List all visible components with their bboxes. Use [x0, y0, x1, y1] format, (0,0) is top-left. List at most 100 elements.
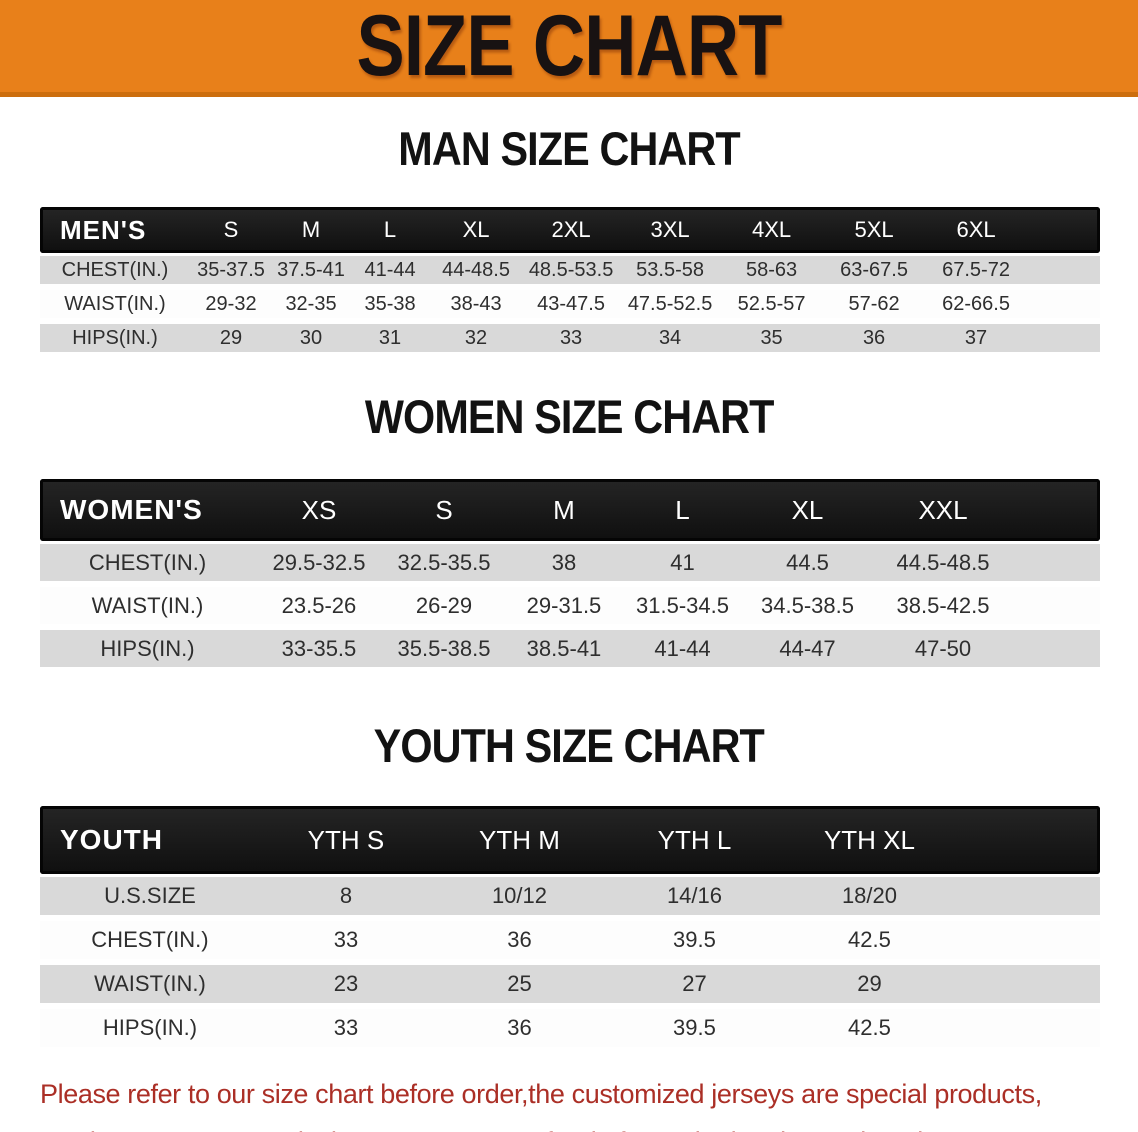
measurement-value: 33-35.5 — [254, 627, 383, 670]
size-column-header: XL — [430, 207, 523, 253]
table-corner-label: WOMEN'S — [40, 479, 255, 541]
mens-size-table: MEN'S S M L XL 2XL 3XL 4XL 5XL 6XL CHEST(IN.) 35-37… — [40, 207, 1100, 355]
row-spacer-cell — [956, 918, 1100, 962]
measurement-value: 25 — [431, 962, 607, 1006]
row-spacer-cell — [1013, 627, 1100, 670]
table-header-row: YOUTH YTH S YTH M YTH L YTH XL — [40, 806, 1100, 874]
measurement-value: 29 — [781, 962, 957, 1006]
measurement-value: 63-67.5 — [823, 253, 926, 287]
measurement-value: 41-44 — [350, 253, 431, 287]
measurement-value: 34.5-38.5 — [742, 584, 874, 627]
measurement-value: 23.5-26 — [254, 584, 383, 627]
measurement-value: 38.5-41 — [505, 627, 623, 670]
measurement-value: 35.5-38.5 — [383, 627, 505, 670]
row-spacer-cell — [956, 962, 1100, 1006]
measurement-value: 27 — [606, 962, 782, 1006]
measurement-value: 23 — [259, 962, 432, 1006]
measurement-value: 29.5-32.5 — [254, 541, 383, 584]
row-spacer-cell — [1027, 287, 1100, 321]
disclaimer-line-2: we don't accept cancel, change, teturn o… — [40, 1118, 1138, 1132]
measurement-value: 41-44 — [622, 627, 742, 670]
size-column-header: YTH M — [431, 806, 607, 874]
size-column-header: XL — [742, 479, 874, 541]
table-header-row: WOMEN'S XS S M L XL XXL — [40, 479, 1100, 541]
header-spacer-cell — [1027, 207, 1100, 253]
size-column-header: YTH XL — [781, 806, 957, 874]
measurement-value: 48.5-53.5 — [522, 253, 621, 287]
row-label: CHEST(IN.) — [40, 541, 255, 584]
size-column-header: YTH S — [259, 806, 432, 874]
measurement-value: 38 — [505, 541, 623, 584]
youth-size-chart-heading: YOUTH SIZE CHART — [373, 719, 765, 772]
youth-table-wrap: YOUTH YTH S YTH M YTH L YTH XL U.S.SIZE 8 10/12… — [40, 806, 1100, 1050]
row-label: HIPS(IN.) — [40, 627, 255, 670]
row-label: WAIST(IN.) — [40, 584, 255, 627]
measurement-value: 35-38 — [350, 287, 431, 321]
measurement-value: 14/16 — [606, 874, 782, 918]
size-column-header: 5XL — [823, 207, 926, 253]
women-size-chart-heading-row: WOMEN SIZE CHART — [0, 391, 1138, 455]
measurement-row: WAIST(IN.) 23.5-26 26-29 29-31.5 31.5-34.5 34… — [40, 584, 1100, 627]
measurement-value: 67.5-72 — [925, 253, 1028, 287]
measurement-row: CHEST(IN.) 33 36 39.5 42.5 — [40, 918, 1100, 962]
size-column-header: L — [350, 207, 431, 253]
measurement-value: 32 — [430, 321, 523, 355]
measurement-value: 44.5-48.5 — [873, 541, 1014, 584]
womens-size-table: WOMEN'S XS S M L XL XXL CHEST(IN.) 29.5-32.5 32.5… — [40, 479, 1100, 670]
measurement-value: 36 — [431, 1006, 607, 1050]
measurement-value: 42.5 — [781, 918, 957, 962]
measurement-value: 18/20 — [781, 874, 957, 918]
measurement-value: 10/12 — [431, 874, 607, 918]
measurement-value: 34 — [620, 321, 721, 355]
row-spacer-cell — [956, 1006, 1100, 1050]
size-column-header: S — [189, 207, 273, 253]
measurement-value: 39.5 — [606, 1006, 782, 1050]
man-size-chart-heading: MAN SIZE CHART — [398, 122, 740, 175]
measurement-row: WAIST(IN.) 29-32 32-35 35-38 38-43 43-47.5 47.… — [40, 287, 1100, 321]
row-label: HIPS(IN.) — [40, 321, 190, 355]
disclaimer-line-1: Please refer to our size chart before or… — [40, 1079, 1042, 1109]
size-column-header: L — [622, 479, 742, 541]
measurement-row: CHEST(IN.) 35-37.5 37.5-41 41-44 44-48.5 48.5… — [40, 253, 1100, 287]
measurement-value: 58-63 — [720, 253, 824, 287]
row-label: WAIST(IN.) — [40, 287, 190, 321]
measurement-value: 30 — [272, 321, 351, 355]
men-section: MAN SIZE CHART MEN'S S M L XL 2XL 3XL 4XL 5XL 6XL… — [0, 123, 1138, 355]
measurement-value: 37 — [925, 321, 1028, 355]
measurement-value: 53.5-58 — [620, 253, 721, 287]
measurement-row: HIPS(IN.) 29 30 31 32 33 34 35 36 37 — [40, 321, 1100, 355]
womens-table-wrap: WOMEN'S XS S M L XL XXL CHEST(IN.) 29.5-32.5 32.5… — [40, 479, 1100, 670]
size-column-header: XS — [254, 479, 383, 541]
size-column-header: 2XL — [522, 207, 621, 253]
measurement-row: CHEST(IN.) 29.5-32.5 32.5-35.5 38 41 44.5 44.5… — [40, 541, 1100, 584]
women-section: WOMEN SIZE CHART WOMEN'S XS S M L XL XXL CHEST(… — [0, 391, 1138, 670]
size-column-header: M — [272, 207, 351, 253]
measurement-value: 26-29 — [383, 584, 505, 627]
measurement-value: 44-48.5 — [430, 253, 523, 287]
measurement-value: 33 — [259, 918, 432, 962]
measurement-value: 33 — [522, 321, 621, 355]
size-chart-banner: SIZE CHART — [0, 0, 1138, 97]
measurement-value: 52.5-57 — [720, 287, 824, 321]
measurement-value: 62-66.5 — [925, 287, 1028, 321]
row-label: CHEST(IN.) — [40, 918, 260, 962]
measurement-value: 44-47 — [742, 627, 874, 670]
measurement-value: 31.5-34.5 — [622, 584, 742, 627]
measurement-value: 35 — [720, 321, 824, 355]
measurement-value: 36 — [823, 321, 926, 355]
measurement-value: 8 — [259, 874, 432, 918]
measurement-row: WAIST(IN.) 23 25 27 29 — [40, 962, 1100, 1006]
measurement-value: 37.5-41 — [272, 253, 351, 287]
row-spacer-cell — [1027, 321, 1100, 355]
row-label: WAIST(IN.) — [40, 962, 260, 1006]
youth-size-table: YOUTH YTH S YTH M YTH L YTH XL U.S.SIZE 8 10/12… — [40, 806, 1100, 1050]
measurement-value: 42.5 — [781, 1006, 957, 1050]
size-column-header: 3XL — [620, 207, 721, 253]
row-spacer-cell — [1027, 253, 1100, 287]
row-spacer-cell — [1013, 584, 1100, 627]
table-corner-label: MEN'S — [40, 207, 190, 253]
man-size-chart-heading-row: MAN SIZE CHART — [0, 123, 1138, 187]
disclaimer-text: Please refer to our size chart before or… — [40, 1070, 1138, 1132]
size-column-header: M — [505, 479, 623, 541]
measurement-value: 36 — [431, 918, 607, 962]
